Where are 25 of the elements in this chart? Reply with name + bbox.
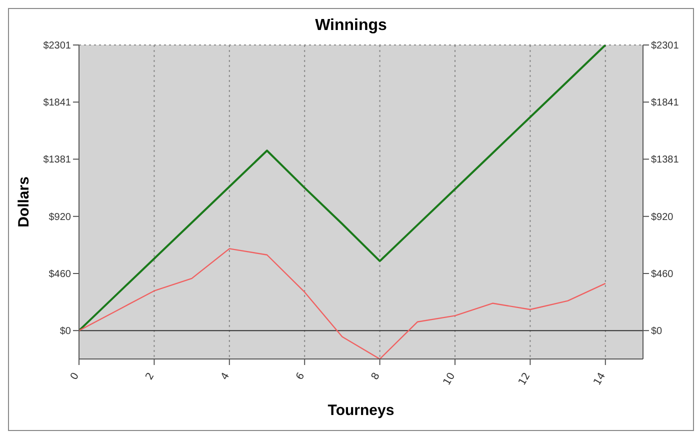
x-tick-label: 14 (592, 371, 608, 388)
y-tick-label: $1381 (43, 154, 72, 166)
y2-tick-label: $2301 (651, 40, 680, 52)
x-tick-label: 2 (144, 371, 157, 382)
y2-tick-label: $1841 (651, 98, 680, 109)
x-tick-label: 6 (294, 371, 308, 382)
y-tick-label: $1841 (43, 98, 72, 109)
y2-tick-label: $0 (651, 326, 663, 338)
x-axis-title: Tourneys (328, 402, 394, 419)
y-tick-label: $0 (60, 326, 72, 338)
line-series (79, 45, 606, 332)
y2-tick-label: $1381 (651, 154, 680, 166)
chart-title: Winnings (314, 16, 388, 36)
x-tick-label: 8 (370, 371, 382, 382)
x-tick-label: 12 (516, 371, 533, 388)
y2-tick-label: $460 (651, 269, 674, 280)
y-tick-label: $920 (48, 212, 72, 223)
y-axis-title: Dollars (15, 176, 32, 228)
x-tick-label: 4 (219, 371, 232, 382)
y-tick-label: $460 (48, 269, 72, 280)
y-tick-label: $2301 (43, 40, 72, 52)
line-series (79, 248, 606, 359)
x-tick-label: 0 (68, 371, 82, 382)
x-tick-label: 10 (442, 371, 458, 388)
y2-tick-label: $920 (651, 212, 674, 223)
